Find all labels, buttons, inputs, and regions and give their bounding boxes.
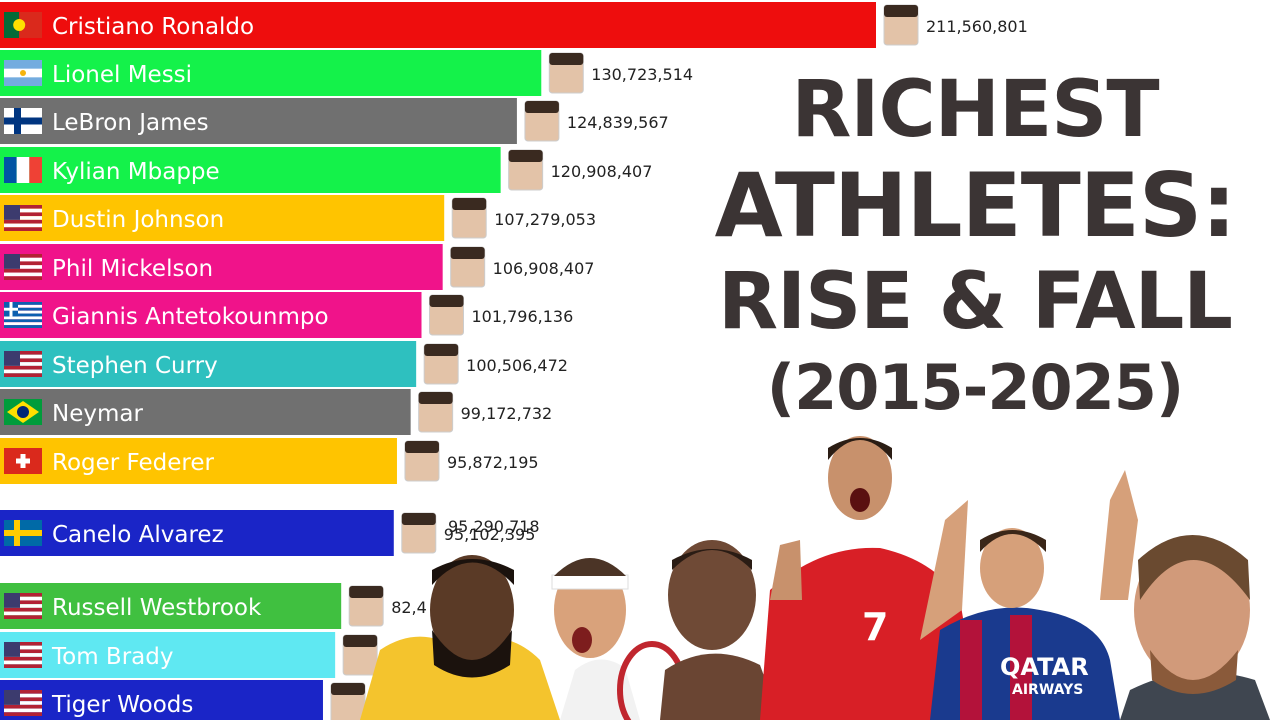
bar-value-label: 120,908,407 [551, 162, 653, 181]
bar [0, 195, 445, 241]
bar-row: Lionel Messi 130,723,514 [0, 50, 693, 96]
flag-usa-icon [4, 593, 42, 619]
bar-value-label: 95,102,395 [444, 525, 536, 544]
bar-row: Russell Westbrook 82,4 [0, 583, 427, 629]
flag-argentina-icon [4, 60, 42, 86]
title-line-2: ATHLETES: [714, 154, 1237, 257]
bar-name-label: Canelo Alvarez [52, 522, 224, 548]
title-line-1: RICHEST [791, 65, 1159, 155]
bar-value-label: 80,941 [385, 647, 441, 666]
bar-row: Cristiano Ronaldo 211,560,801 [0, 2, 1028, 48]
flag-portugal-icon [4, 12, 42, 38]
bar-value-label: 100,506,472 [466, 356, 568, 375]
bar-name-label: Roger Federer [52, 450, 215, 476]
bar [0, 389, 411, 435]
flag-brazil-icon [4, 399, 42, 425]
bar-value-label: 130,723,514 [591, 65, 693, 84]
bar [0, 2, 876, 48]
bar [0, 510, 394, 556]
flag-usa-icon [4, 205, 42, 231]
bar-row: Stephen Curry 100,506,472 [0, 341, 568, 387]
bar-row: Giannis Antetokounmpo 101,796,136 [0, 292, 573, 338]
bar [0, 438, 397, 484]
bar-value-label: 106,908,407 [493, 259, 595, 278]
flag-usa-icon [4, 642, 42, 668]
bar-value-label: 101,796,136 [472, 307, 574, 326]
flag-usa-icon [4, 690, 42, 716]
bar-name-label: Cristiano Ronaldo [52, 14, 254, 40]
bar-value-label: 99,172,732 [461, 404, 553, 423]
bar-row: Canelo Alvarez 95,102,395 [0, 510, 535, 556]
bar-row: Kylian Mbappe 120,908,407 [0, 147, 652, 193]
bar-name-label: Russell Westbrook [52, 595, 262, 621]
bar [0, 632, 336, 678]
bar-row: Roger Federer 95,872,195 [0, 438, 539, 484]
flag-greece-icon [4, 302, 42, 328]
bar-name-label: Neymar [52, 401, 143, 427]
bar [0, 292, 422, 338]
bar-row: Tom Brady 80,941 [0, 632, 441, 678]
bar-name-label: Tiger Woods [51, 692, 193, 718]
bar [0, 583, 342, 629]
bar [0, 147, 501, 193]
bar-name-label: Giannis Antetokounmpo [52, 304, 329, 330]
title-block: RICHEST ATHLETES: RISE & FALL (2015-2025… [690, 62, 1260, 426]
flag-sweden-icon [4, 520, 42, 546]
bar-name-label: Kylian Mbappe [52, 159, 220, 185]
flag-usa-icon [4, 351, 42, 377]
bar-value-label: 82,4 [391, 598, 427, 617]
bar-name-label: Stephen Curry [52, 353, 218, 379]
bar-row: Tiger Woods [0, 680, 366, 720]
bar [0, 341, 417, 387]
bar-value-label: 124,839,567 [567, 113, 669, 132]
bar-name-label: Dustin Johnson [52, 207, 224, 233]
bar-row: Dustin Johnson 107,279,053 [0, 195, 596, 241]
bar [0, 244, 443, 290]
bar-name-label: Lionel Messi [52, 62, 192, 88]
title-line-3: RISE & FALL [718, 257, 1233, 347]
bar-value-label: 95,872,195 [447, 453, 539, 472]
bar-value-label: 211,560,801 [926, 17, 1028, 36]
title-line-4: (2015-2025) [766, 351, 1185, 424]
bar [0, 680, 323, 720]
bar-row: Neymar 99,172,732 [0, 389, 552, 435]
bar-row: Phil Mickelson 106,908,407 [0, 244, 594, 290]
bar-row: LeBron James 124,839,567 [0, 98, 669, 144]
bar [0, 98, 517, 144]
bar-name-label: Tom Brady [51, 644, 173, 670]
bar-name-label: LeBron James [52, 110, 209, 136]
flag-finland-icon [4, 108, 42, 134]
flag-switzerland-icon [4, 448, 42, 474]
flag-usa-icon [4, 254, 42, 280]
bar [0, 50, 542, 96]
bar-value-label: 107,279,053 [494, 210, 596, 229]
flag-france-icon [4, 157, 42, 183]
overlap-value-label: 95,290,718 [448, 517, 540, 536]
bar-name-label: Phil Mickelson [52, 256, 213, 282]
